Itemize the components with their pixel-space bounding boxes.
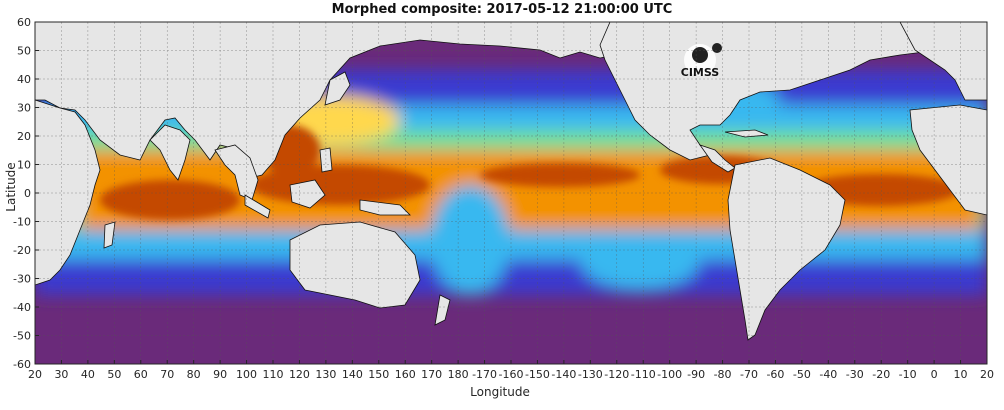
x-tick-label: 120 bbox=[289, 368, 310, 381]
gridlines bbox=[35, 22, 987, 364]
west-africa-land bbox=[909, 104, 987, 216]
x-tick-label: -30 bbox=[846, 368, 864, 381]
x-tick-label: -80 bbox=[714, 368, 732, 381]
x-tick-label: -120 bbox=[604, 368, 629, 381]
x-tick-label: -160 bbox=[499, 368, 524, 381]
x-tick-label: -100 bbox=[657, 368, 682, 381]
south-pacific-plume bbox=[430, 185, 510, 295]
x-tick-label: 10 bbox=[954, 368, 968, 381]
y-axis-label: Latitude bbox=[4, 162, 18, 212]
x-tick-label: 30 bbox=[54, 368, 68, 381]
borneo-land bbox=[289, 179, 326, 209]
x-tick-label: 20 bbox=[980, 368, 994, 381]
x-tick-label: 0 bbox=[931, 368, 938, 381]
x-tick-label: -170 bbox=[472, 368, 497, 381]
x-tick-label: 60 bbox=[134, 368, 148, 381]
y-tick-label: 40 bbox=[17, 73, 31, 86]
japan-land bbox=[324, 71, 351, 106]
south-america-land bbox=[727, 157, 846, 341]
x-tick-label: 40 bbox=[81, 368, 95, 381]
map-title: Morphed composite: 2017-05-12 21:00:00 U… bbox=[331, 2, 673, 17]
x-tick-label: -40 bbox=[819, 368, 837, 381]
x-tick-label: 180 bbox=[448, 368, 469, 381]
x-tick-label: 50 bbox=[107, 368, 121, 381]
y-axis-ticks: 60 50 40 30 20 10 0 -10 -20 -30 -40 -50 -60 bbox=[13, 16, 39, 371]
y-tick-label: 20 bbox=[17, 130, 31, 143]
y-tick-label: -10 bbox=[13, 216, 31, 229]
x-tick-label: -70 bbox=[740, 368, 758, 381]
moisture-field: CIMSS bbox=[35, 22, 987, 364]
europe-land bbox=[899, 22, 987, 101]
x-tick-label: -50 bbox=[793, 368, 811, 381]
x-tick-label: -10 bbox=[899, 368, 917, 381]
x-tick-label: 140 bbox=[342, 368, 363, 381]
x-tick-label: -130 bbox=[578, 368, 603, 381]
y-tick-label: -50 bbox=[13, 330, 31, 343]
x-axis-ticks: 20 30 40 50 60 70 80 90 100 110 120 130 140 150 160 170… bbox=[28, 360, 994, 381]
y-tick-label: 30 bbox=[17, 102, 31, 115]
pacific-swirl bbox=[580, 230, 700, 290]
india-land bbox=[149, 124, 191, 181]
x-tick-label: 70 bbox=[160, 368, 174, 381]
y-tick-label: 50 bbox=[17, 45, 31, 58]
x-tick-label: -20 bbox=[872, 368, 890, 381]
x-tick-label: 150 bbox=[368, 368, 389, 381]
x-tick-label: 20 bbox=[28, 368, 42, 381]
x-tick-label: 130 bbox=[315, 368, 336, 381]
sumatra-land bbox=[244, 194, 271, 219]
y-tick-label: 0 bbox=[24, 187, 31, 200]
logo-text: CIMSS bbox=[681, 66, 720, 79]
x-tick-label: 160 bbox=[395, 368, 416, 381]
x-tick-label: -140 bbox=[551, 368, 576, 381]
indian-ocean-core bbox=[100, 180, 240, 220]
y-tick-label: -30 bbox=[13, 273, 31, 286]
x-tick-label: 100 bbox=[236, 368, 257, 381]
y-tick-label: -40 bbox=[13, 301, 31, 314]
x-tick-label: 90 bbox=[213, 368, 227, 381]
x-tick-label: -90 bbox=[687, 368, 705, 381]
central-pacific-core bbox=[480, 163, 640, 187]
new-guinea-land bbox=[359, 199, 411, 216]
x-tick-label: 80 bbox=[187, 368, 201, 381]
x-tick-label: 170 bbox=[421, 368, 442, 381]
cuba-land bbox=[724, 129, 769, 138]
new-zealand-land bbox=[434, 294, 451, 326]
y-tick-label: 10 bbox=[17, 159, 31, 172]
y-tick-label: 60 bbox=[17, 16, 31, 29]
x-tick-label: -60 bbox=[766, 368, 784, 381]
y-tick-label: -20 bbox=[13, 244, 31, 257]
x-axis-label: Longitude bbox=[470, 385, 530, 399]
x-tick-label: -110 bbox=[631, 368, 656, 381]
australia-land bbox=[289, 221, 421, 309]
x-tick-label: 110 bbox=[263, 368, 284, 381]
y-tick-label: -60 bbox=[13, 358, 31, 371]
x-tick-label: -150 bbox=[525, 368, 550, 381]
madagascar-land bbox=[103, 221, 116, 249]
